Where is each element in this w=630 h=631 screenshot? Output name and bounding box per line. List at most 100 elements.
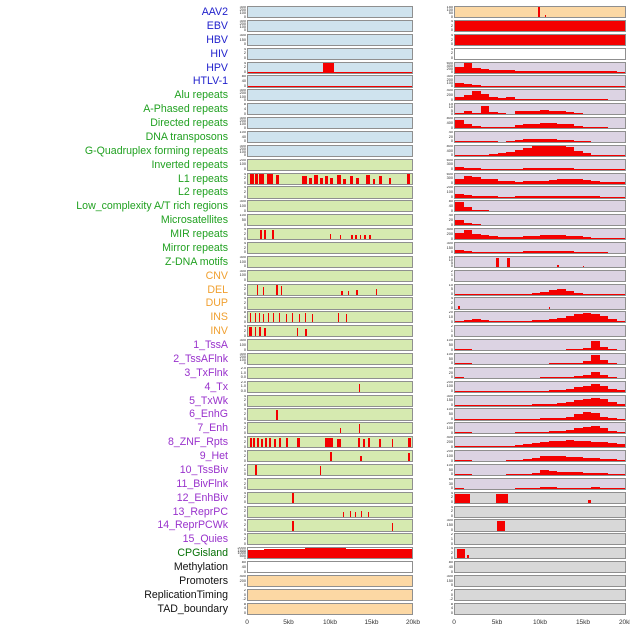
density-bin xyxy=(557,111,566,114)
y-tick-label: 2 xyxy=(244,524,246,527)
y-tick-label: 300 xyxy=(447,395,453,398)
y-tick-label: 1 xyxy=(451,538,453,541)
row-label: MIR repeats xyxy=(0,228,234,240)
density-bin xyxy=(472,252,481,254)
density-bin xyxy=(455,83,464,87)
density-bin xyxy=(600,442,609,447)
density-bin xyxy=(464,419,473,420)
density-bin xyxy=(455,194,464,198)
feature-bar xyxy=(583,266,585,267)
left-track-panel xyxy=(247,186,413,198)
left-track-panel xyxy=(247,492,413,504)
right-track-panel xyxy=(454,395,626,407)
density-bin xyxy=(566,417,575,420)
feature-bar xyxy=(260,230,262,240)
density-bin xyxy=(608,197,617,198)
density-bin xyxy=(608,319,617,322)
density-bin xyxy=(583,473,592,476)
density-bin xyxy=(549,350,558,351)
density-bin xyxy=(600,459,609,462)
density-bin xyxy=(549,418,558,420)
density-bin xyxy=(591,372,600,378)
density-bin xyxy=(532,71,541,73)
y-tick-label: 0 xyxy=(451,460,453,463)
density-bin xyxy=(566,291,575,295)
density-bin xyxy=(617,432,626,433)
left-track-panel xyxy=(247,89,413,101)
y-tick-label: 0 xyxy=(244,515,246,518)
row-label: 3_TxFlnk xyxy=(0,367,234,379)
y-tick-label: 4 xyxy=(244,173,246,176)
density-bin xyxy=(515,294,524,295)
density-bin xyxy=(540,442,549,448)
right-track-panel xyxy=(454,297,626,309)
right-track-panel xyxy=(454,103,626,115)
y-tick-label: -2 xyxy=(450,598,453,601)
right-track-panel xyxy=(454,381,626,393)
density-bin xyxy=(523,124,532,128)
density-bin xyxy=(515,445,524,447)
feature-bar xyxy=(455,494,470,503)
feature-bar xyxy=(255,327,257,336)
y-tick-label: 4 xyxy=(244,478,246,481)
feature-bar xyxy=(261,439,263,448)
density-bin xyxy=(549,290,558,295)
feature-bar xyxy=(368,512,369,517)
density-bin xyxy=(574,293,583,295)
column-gap xyxy=(413,547,441,559)
y-tick-label: 2 xyxy=(244,288,246,291)
density-bin xyxy=(506,70,515,72)
y-tick-label: 0 xyxy=(244,168,246,171)
row-label: 11_BivFlnk xyxy=(0,478,234,490)
density-bin xyxy=(506,321,515,322)
feature-bar xyxy=(309,178,312,184)
density-bin xyxy=(557,179,566,184)
density-bin xyxy=(455,120,464,129)
density-bin xyxy=(532,181,541,184)
feature-bar xyxy=(292,313,293,322)
density-bin xyxy=(591,155,600,156)
y-tick-label: 50 xyxy=(242,219,246,222)
y-tick-label: 0 xyxy=(451,238,453,241)
density-bin xyxy=(472,224,481,225)
density-bin xyxy=(532,139,541,142)
y-tick-label: 8 xyxy=(244,311,246,314)
y-tick-label: 0 xyxy=(451,557,453,560)
feature-bar xyxy=(323,63,334,73)
y-tick-label: 100 xyxy=(447,408,453,411)
row-label: Directed repeats xyxy=(0,117,234,129)
density-bin xyxy=(540,350,549,351)
feature-bar xyxy=(392,439,394,447)
y-tick-label: 0 xyxy=(244,501,246,504)
feature-bar xyxy=(325,438,333,448)
y-tick-label: 0 xyxy=(451,584,453,587)
column-gap xyxy=(413,367,441,379)
density-bin xyxy=(549,196,558,197)
feature-bar xyxy=(320,466,321,475)
right-track-panel xyxy=(454,145,626,157)
density-bin xyxy=(481,196,490,198)
density-bin xyxy=(566,402,575,406)
column-gap xyxy=(413,242,441,254)
right-track-panel xyxy=(454,200,626,212)
y-tick-label: 100 xyxy=(447,427,453,430)
y-tick-label: 0 xyxy=(244,321,246,324)
density-bin xyxy=(600,473,609,475)
density-bin xyxy=(608,155,617,156)
feature-bar xyxy=(364,235,365,240)
y-tick-label: 0 xyxy=(451,154,453,157)
feature-bar xyxy=(279,313,280,322)
y-tick-label: 0 xyxy=(451,127,453,130)
density-bin xyxy=(583,441,592,447)
density-bin xyxy=(549,99,558,100)
right-track-panel xyxy=(454,62,626,74)
density-bin xyxy=(549,251,558,253)
density-bin xyxy=(608,418,617,419)
